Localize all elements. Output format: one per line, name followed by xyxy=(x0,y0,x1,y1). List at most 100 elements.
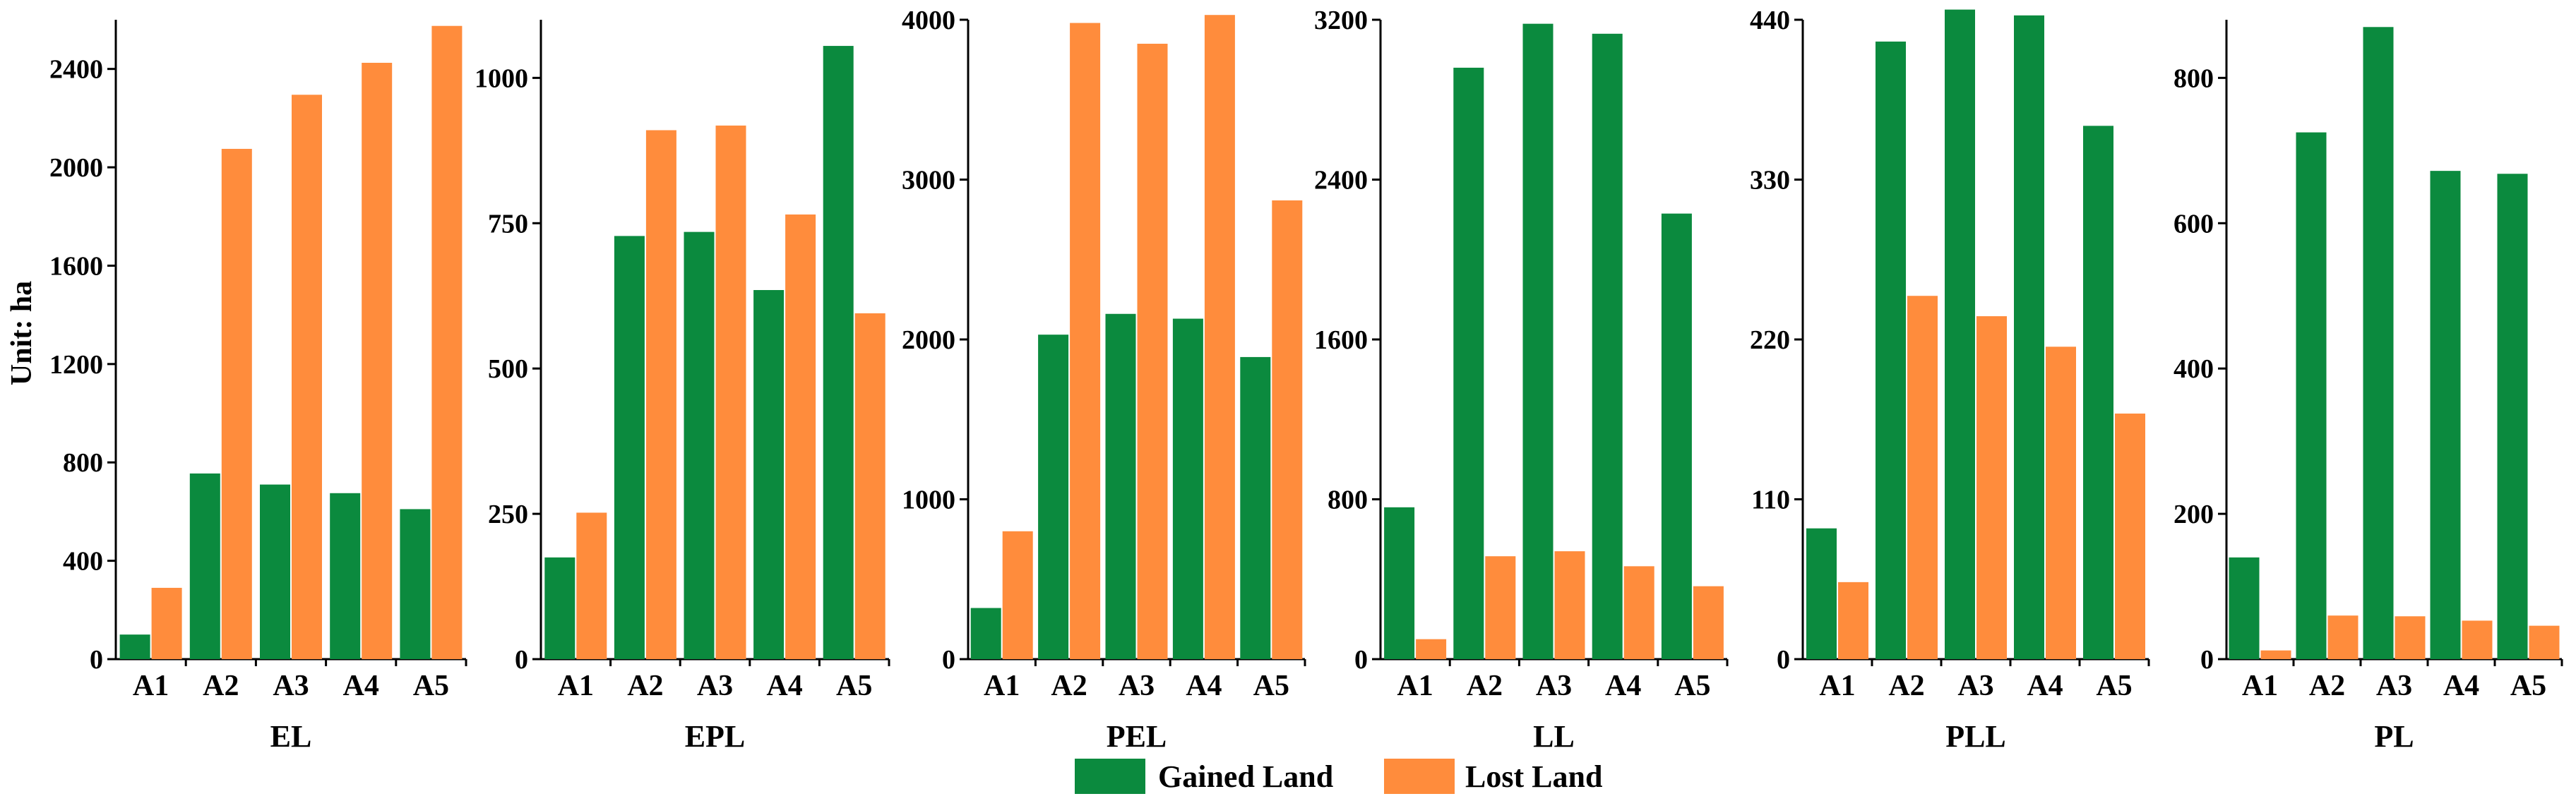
x-category-label: A1 xyxy=(2242,670,2278,702)
bar-gained-land-a4 xyxy=(1172,318,1203,659)
x-category-label: A2 xyxy=(627,670,663,702)
x-category-label: A3 xyxy=(2376,670,2412,702)
bar-gained-land-a5 xyxy=(823,46,854,659)
bar-lost-land-a2 xyxy=(2327,615,2359,659)
bar-lost-land-a3 xyxy=(1137,43,1168,660)
bar-gained-land-a4 xyxy=(2014,15,2044,659)
y-tick-label: 800 xyxy=(2174,64,2214,93)
x-category-label: A5 xyxy=(2096,670,2132,702)
panel-epl: 0 250 500 750 1000 A1 A2 A3 A4 A5 EPL xyxy=(475,20,890,754)
bar-lost-land-a2 xyxy=(1907,296,1938,659)
y-tick-label: 0 xyxy=(515,645,528,675)
bar-lost-land-a4 xyxy=(1204,15,1235,659)
y-tick-label: 400 xyxy=(63,547,103,577)
bar-lost-land-a4 xyxy=(2462,620,2493,659)
bar-lost-land-a3 xyxy=(2395,616,2426,659)
bar-lost-land-a5 xyxy=(1272,200,1303,659)
bar-lost-land-a2 xyxy=(221,148,252,659)
panel-pel: 0 1000 2000 3000 4000 A1 A2 A3 A4 A5 PEL xyxy=(902,6,1306,754)
x-category-label: A5 xyxy=(1674,670,1710,702)
y-tick-label: 1000 xyxy=(902,486,955,515)
bar-lost-land-a5 xyxy=(431,25,463,659)
bar-lost-land-a1 xyxy=(2260,650,2291,659)
bar-gained-land-a3 xyxy=(2363,27,2394,659)
bar-gained-land-a1 xyxy=(119,634,150,659)
bar-gained-land-a5 xyxy=(2083,126,2113,660)
x-category-label: A1 xyxy=(1397,670,1433,702)
bar-lost-land-a1 xyxy=(1002,531,1033,659)
bar-lost-land-a4 xyxy=(2046,347,2076,659)
panel-title: LL xyxy=(1533,719,1575,754)
y-tick-label: 800 xyxy=(63,448,103,478)
y-tick-label: 0 xyxy=(942,645,955,675)
bar-lost-land-a4 xyxy=(785,214,816,659)
bar-gained-land-a5 xyxy=(2497,174,2528,659)
panel-el: 0 400 800 1200 1600 2000 2400 A1 A2 A3 A4 A5 EL xyxy=(49,20,467,754)
y-tick-label: 2400 xyxy=(1314,166,1368,195)
panel-title: PL xyxy=(2374,719,2414,754)
x-category-label: A5 xyxy=(836,670,872,702)
x-category-label: A4 xyxy=(343,670,379,702)
bar-lost-land-a5 xyxy=(1693,586,1724,659)
bar-gained-land-a2 xyxy=(614,236,645,660)
bar-gained-land-a1 xyxy=(970,608,1001,659)
y-tick-label: 200 xyxy=(2174,500,2214,529)
x-category-label: A1 xyxy=(1819,670,1855,702)
x-category-label: A4 xyxy=(2443,670,2479,702)
y-tick-label: 400 xyxy=(2174,354,2214,384)
bar-gained-land-a3 xyxy=(1522,23,1554,660)
panel-pl: 0 200 400 600 800 A1 A2 A3 A4 A5 PL xyxy=(2174,20,2563,754)
y-tick-label: 0 xyxy=(1354,645,1368,675)
y-tick-label: 3000 xyxy=(902,166,955,195)
legend-swatch-lost-land xyxy=(1384,759,1455,794)
bar-lost-land-a1 xyxy=(1838,582,1868,659)
x-category-label: A1 xyxy=(984,670,1020,702)
x-category-label: A4 xyxy=(1605,670,1641,702)
x-category-label: A2 xyxy=(1888,670,1924,702)
x-category-label: A3 xyxy=(697,670,733,702)
y-tick-label: 110 xyxy=(1751,486,1790,515)
y-tick-label: 750 xyxy=(488,209,528,239)
bar-gained-land-a1 xyxy=(544,557,576,659)
bar-gained-land-a4 xyxy=(2430,171,2461,660)
x-category-label: A4 xyxy=(766,670,802,702)
y-tick-label: 500 xyxy=(488,354,528,384)
bar-gained-land-a1 xyxy=(1384,507,1415,659)
x-category-label: A3 xyxy=(273,670,309,702)
x-category-label: A2 xyxy=(2309,670,2345,702)
bar-gained-land-a2 xyxy=(1876,41,1906,660)
x-category-label: A2 xyxy=(1467,670,1503,702)
bar-gained-land-a4 xyxy=(330,493,361,659)
bar-gained-land-a4 xyxy=(753,289,785,659)
x-category-label: A5 xyxy=(1253,670,1289,702)
y-tick-label: 220 xyxy=(1750,325,1790,355)
bar-lost-land-a5 xyxy=(854,313,886,659)
bar-gained-land-a4 xyxy=(1592,33,1623,660)
y-tick-label: 4000 xyxy=(902,6,955,35)
y-tick-label: 0 xyxy=(2200,645,2214,675)
y-tick-label: 1600 xyxy=(1314,325,1368,355)
bar-gained-land-a5 xyxy=(1661,213,1692,660)
panel-title: EL xyxy=(270,719,312,754)
x-category-label: A4 xyxy=(2027,670,2063,702)
panel-title: EPL xyxy=(685,719,746,754)
bar-gained-land-a3 xyxy=(1945,9,1975,659)
bar-gained-land-a3 xyxy=(1105,313,1136,659)
legend-label-gained-land: Gained Land xyxy=(1158,759,1333,794)
y-tick-label: 330 xyxy=(1750,166,1790,195)
y-tick-label: 2000 xyxy=(49,153,103,183)
bar-lost-land-a2 xyxy=(1070,23,1101,659)
bar-gained-land-a2 xyxy=(2296,132,2327,660)
bar-lost-land-a2 xyxy=(1485,556,1516,659)
bar-lost-land-a1 xyxy=(576,512,607,659)
x-category-label: A3 xyxy=(1536,670,1572,702)
bar-lost-land-a5 xyxy=(2529,625,2560,659)
legend-swatch-gained-land xyxy=(1075,759,1145,794)
y-tick-label: 250 xyxy=(488,500,528,529)
legend-label-lost-land: Lost Land xyxy=(1465,759,1602,794)
x-category-label: A1 xyxy=(133,670,169,702)
bar-lost-land-a3 xyxy=(1976,316,2007,659)
y-tick-label: 3200 xyxy=(1314,6,1368,35)
y-tick-label: 440 xyxy=(1750,6,1790,35)
